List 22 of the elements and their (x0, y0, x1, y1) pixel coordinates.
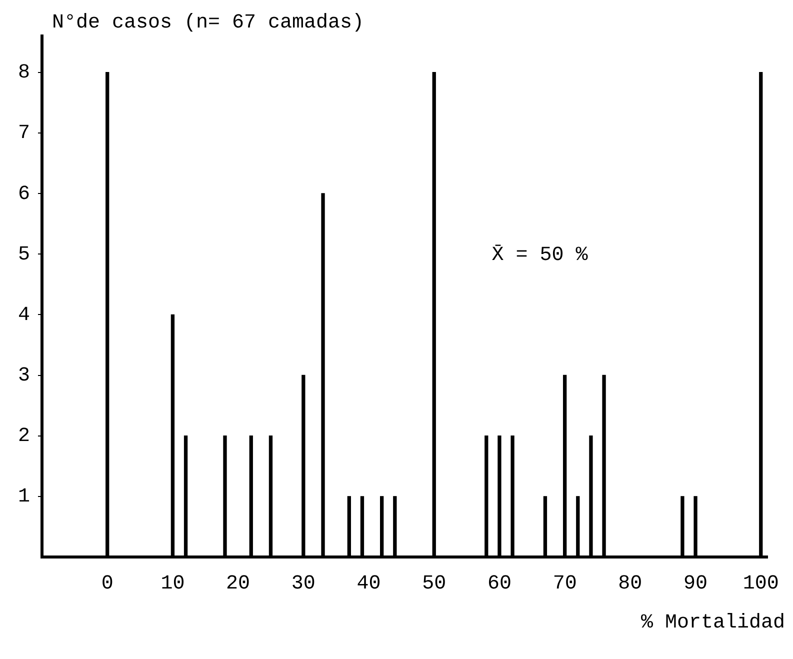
x-tick-label: 70 (552, 572, 577, 596)
annotation: X̄ = 50 % (492, 244, 589, 268)
x-tick-label: 0 (101, 572, 114, 596)
x-tick-label: 80 (618, 572, 642, 596)
y-tick-label: 2 (18, 425, 30, 448)
y-tick-label: 8 (18, 62, 30, 85)
y-tick-label: 3 (18, 364, 30, 388)
y-tick-label: 6 (18, 182, 30, 206)
y-tick-label: 5 (18, 243, 30, 266)
y-tick-label: 1 (18, 486, 30, 509)
y-axis-title: N°de casos (n= 67 camadas) (52, 11, 364, 34)
x-tick-label: 100 (742, 572, 779, 596)
x-tick-label: 50 (422, 572, 446, 596)
x-tick-label: 10 (160, 572, 185, 596)
x-axis-title: % Mortalidad (640, 611, 785, 634)
x-tick-label: 40 (356, 572, 381, 596)
x-tick-label: 20 (226, 572, 250, 596)
x-tick-label: 90 (684, 572, 708, 596)
y-tick-label: 7 (18, 122, 30, 146)
x-tick-label: 30 (291, 572, 316, 596)
x-tick-label: 60 (487, 572, 512, 596)
y-tick-label: 4 (18, 304, 30, 327)
